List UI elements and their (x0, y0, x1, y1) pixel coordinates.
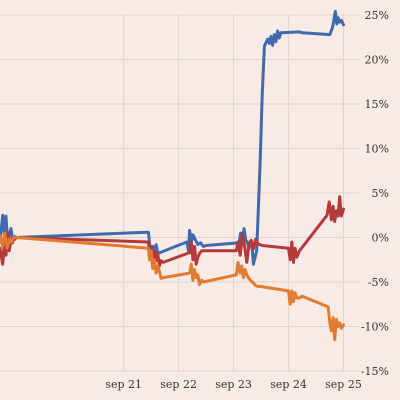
y-tick-label-1: -10% (361, 321, 389, 334)
x-axis-tick-labels: sep 21 sep 22 sep 23 sep 24 sep 25 (105, 378, 362, 391)
y-tick-label-6: 15% (365, 98, 389, 111)
series-layer (0, 9, 345, 342)
y-tick-label-2: -5% (368, 276, 389, 289)
y-axis-tick-labels: -15% -10% -5% 0% 5% 10% 15% 20% 25% (361, 9, 389, 378)
x-tick-label-3: sep 24 (270, 378, 307, 391)
x-tick-label-4: sep 25 (325, 378, 362, 391)
x-tick-label-1: sep 22 (160, 378, 197, 391)
series-line-2 (0, 231, 345, 342)
y-tick-label-7: 20% (365, 54, 389, 67)
y-tick-label-3: 0% (372, 232, 389, 245)
y-tick-label-8: 25% (365, 9, 389, 22)
x-tick-label-2: sep 23 (215, 378, 252, 391)
y-tick-label-4: 5% (372, 187, 389, 200)
y-tick-label-0: -15% (361, 365, 389, 378)
y-tick-label-5: 10% (365, 143, 389, 156)
x-tick-label-0: sep 21 (105, 378, 142, 391)
